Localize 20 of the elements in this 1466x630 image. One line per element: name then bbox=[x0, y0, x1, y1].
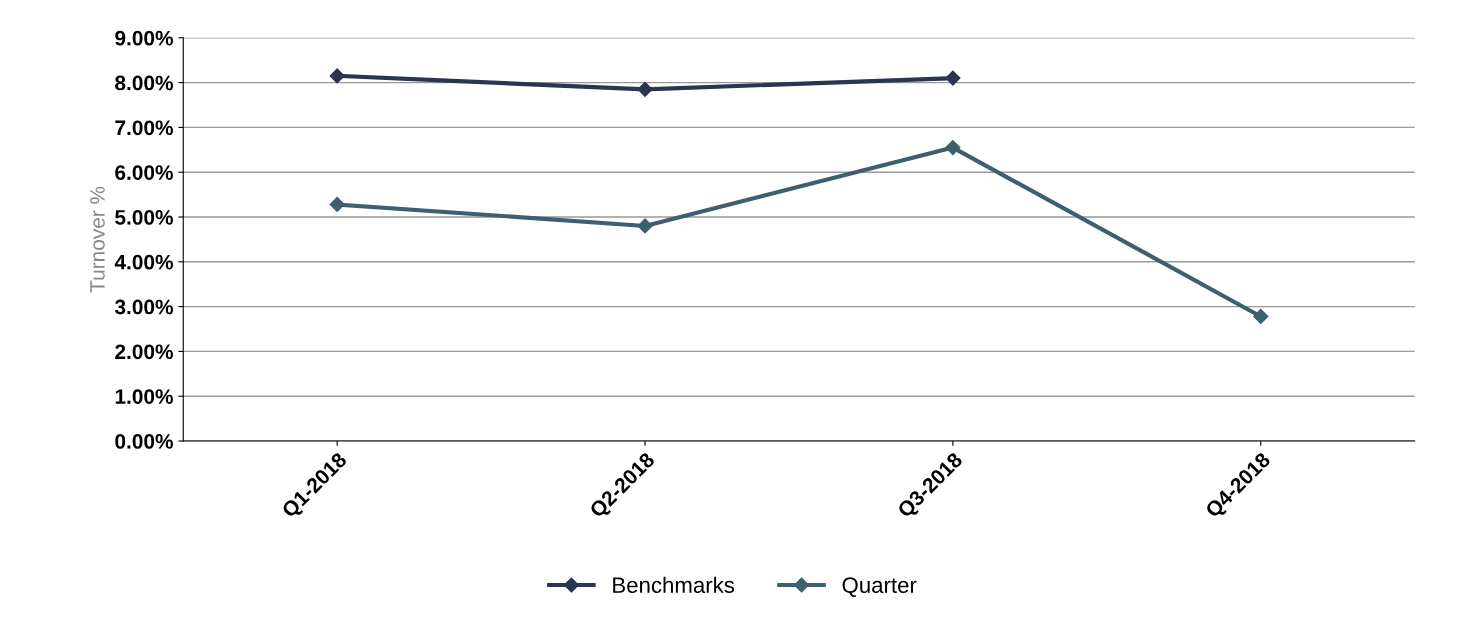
y-tick-label: 4.00% bbox=[114, 254, 173, 270]
y-tick-label: 9.00% bbox=[115, 30, 173, 46]
point bbox=[945, 139, 961, 156]
y-tick-label: 8.00% bbox=[115, 75, 173, 91]
y-axis-title: Turnover % bbox=[90, 186, 105, 293]
y-tick-label: 5.00% bbox=[115, 210, 173, 225]
point bbox=[1253, 308, 1269, 325]
point bbox=[329, 68, 345, 84]
y-tick-label: 3.00% bbox=[114, 299, 173, 315]
y-tick-label: 2.00% bbox=[115, 344, 173, 360]
point bbox=[637, 218, 653, 234]
y-tick-label: 0.00% bbox=[115, 434, 173, 449]
legend-label: Quarter bbox=[842, 577, 917, 597]
y-tick-label: 7.00% bbox=[115, 120, 173, 136]
y-tick-label: 6.00% bbox=[115, 165, 173, 180]
y-tick-label: 1.00% bbox=[115, 389, 173, 404]
legend-label: Benchmarks bbox=[613, 576, 735, 594]
point bbox=[329, 196, 345, 213]
point bbox=[945, 70, 961, 86]
point bbox=[637, 81, 653, 97]
